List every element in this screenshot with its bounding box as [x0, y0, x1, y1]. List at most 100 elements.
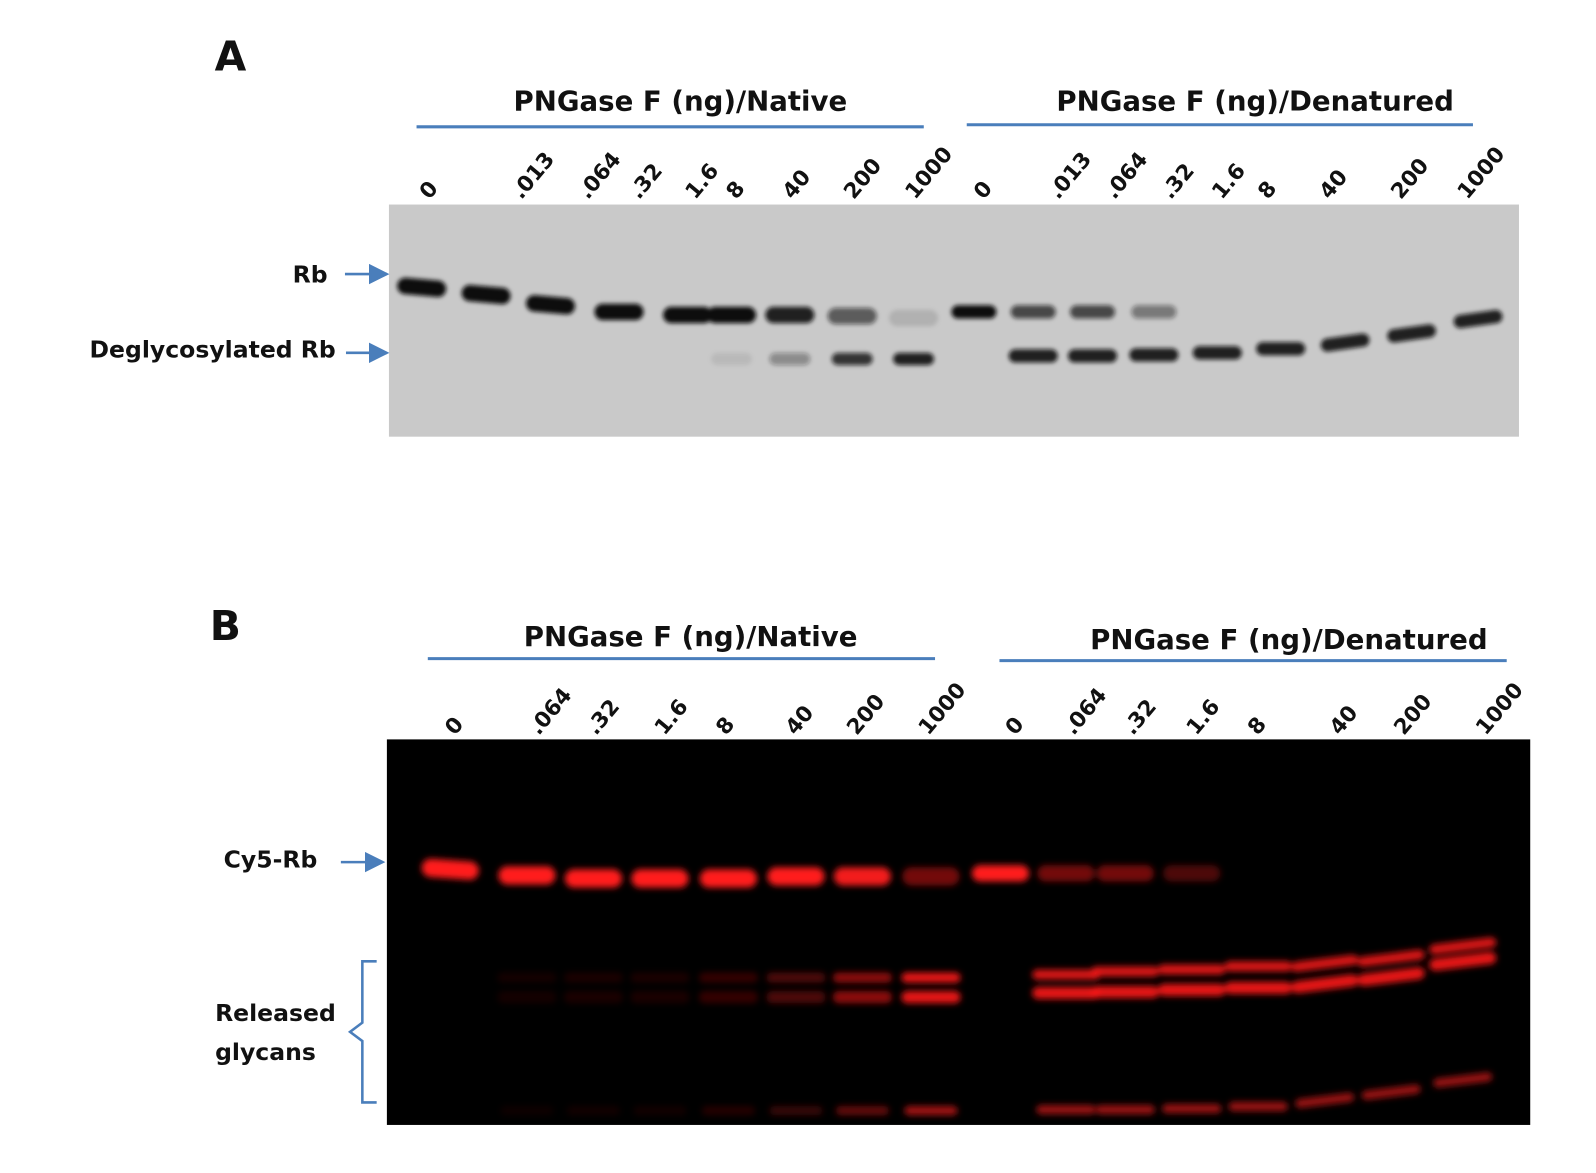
- lane-label: 40: [778, 165, 816, 204]
- lane-label: 0: [415, 177, 444, 205]
- marker-label: Rb: [293, 261, 328, 289]
- band: [1295, 1092, 1355, 1109]
- band: [766, 972, 826, 983]
- band: [1032, 969, 1100, 980]
- band: [1163, 865, 1221, 882]
- lane-label: .064: [524, 683, 577, 740]
- band: [1070, 305, 1116, 319]
- band: [633, 1106, 687, 1116]
- lane-label: .32: [581, 695, 625, 740]
- band: [1157, 983, 1226, 997]
- lane-label: 0: [1001, 712, 1030, 740]
- gel-a: [388, 204, 1519, 437]
- band: [1036, 1104, 1096, 1115]
- band: [1357, 967, 1425, 987]
- band: [1320, 333, 1370, 352]
- band: [663, 306, 713, 324]
- lane-label: 1.6: [1207, 159, 1251, 204]
- band: [1429, 937, 1497, 955]
- band: [564, 869, 623, 888]
- lane-label: 8: [1253, 177, 1282, 205]
- band: [711, 352, 752, 366]
- band: [563, 972, 624, 983]
- band: [1291, 954, 1359, 972]
- band: [1162, 1103, 1222, 1114]
- band: [699, 869, 758, 888]
- band: [832, 972, 893, 983]
- band: [1032, 986, 1100, 1000]
- band: [1224, 981, 1292, 995]
- group-title: PNGase F (ng)/Denatured: [1090, 623, 1488, 656]
- group-title: PNGase F (ng)/Denatured: [1056, 84, 1454, 117]
- bracket-label: Released: [215, 999, 336, 1027]
- band: [832, 990, 893, 1004]
- band: [1429, 951, 1497, 971]
- band: [901, 990, 961, 1004]
- band: [831, 352, 873, 366]
- band: [1091, 985, 1160, 999]
- band: [827, 307, 877, 325]
- band: [461, 284, 511, 305]
- bracket: [347, 960, 377, 1104]
- band: [631, 869, 689, 888]
- lane-label: 1.6: [650, 695, 694, 740]
- lane-label: .013: [507, 147, 560, 204]
- bracket-label: glycans: [215, 1038, 316, 1066]
- band: [1256, 342, 1306, 356]
- lane-label: 40: [1315, 165, 1353, 204]
- band: [630, 972, 690, 983]
- lane-label: .064: [1100, 147, 1153, 204]
- band: [498, 866, 556, 885]
- lane-label: .013: [1044, 147, 1097, 204]
- band: [833, 867, 892, 886]
- lane-label: 0: [440, 712, 469, 740]
- band: [769, 1106, 823, 1116]
- band: [1192, 346, 1242, 360]
- lane-label: 40: [781, 701, 819, 740]
- marker-label: Cy5-Rb: [224, 846, 318, 874]
- lane-label: .064: [1059, 683, 1112, 740]
- band: [698, 972, 759, 983]
- lane-label: 1000: [1471, 678, 1529, 740]
- lane-label: 1000: [901, 142, 959, 204]
- band: [835, 1106, 890, 1116]
- lane-label: 1.6: [1182, 695, 1226, 740]
- band: [1091, 966, 1160, 977]
- band: [497, 990, 557, 1004]
- lane-label: 200: [1386, 154, 1434, 204]
- lane-label: 1.6: [681, 159, 725, 204]
- band: [902, 867, 960, 886]
- group-title: PNGase F (ng)/Native: [524, 620, 858, 653]
- band: [1433, 1072, 1493, 1088]
- band: [1129, 348, 1179, 362]
- band: [594, 303, 644, 321]
- lane-label: 1000: [914, 678, 972, 740]
- band: [766, 990, 826, 1004]
- band: [1387, 324, 1436, 343]
- panel-label: A: [215, 32, 247, 80]
- band: [1096, 865, 1154, 882]
- band: [1224, 961, 1292, 972]
- band: [1228, 1101, 1288, 1112]
- band: [566, 1106, 621, 1116]
- band: [889, 309, 939, 327]
- lane-label: 0: [969, 177, 998, 205]
- band: [1361, 1084, 1421, 1100]
- band: [1095, 1104, 1155, 1115]
- lane-label: 200: [1389, 690, 1437, 740]
- band: [1357, 949, 1425, 967]
- group-title: PNGase F (ng)/Native: [514, 84, 848, 117]
- band: [951, 305, 997, 319]
- band: [904, 1106, 958, 1116]
- band: [1008, 349, 1058, 363]
- lane-label: .32: [624, 159, 668, 204]
- lane-label: 1000: [1453, 142, 1511, 204]
- lane-label: 8: [711, 712, 740, 740]
- lane-label: 200: [842, 690, 890, 740]
- band: [630, 990, 690, 1004]
- band: [765, 306, 815, 324]
- gel-b: [386, 739, 1531, 1125]
- band: [971, 865, 1030, 882]
- band: [1037, 865, 1095, 882]
